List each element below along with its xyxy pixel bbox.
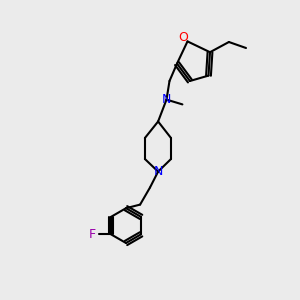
Text: N: N xyxy=(162,93,171,106)
Text: N: N xyxy=(153,165,163,178)
Text: O: O xyxy=(178,31,188,44)
Text: F: F xyxy=(89,228,96,241)
